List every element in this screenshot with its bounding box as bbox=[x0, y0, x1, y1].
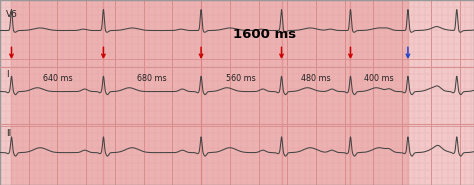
Text: 560 ms: 560 ms bbox=[227, 74, 256, 83]
Text: 1600 ms: 1600 ms bbox=[234, 28, 297, 41]
Text: 640 ms: 640 ms bbox=[43, 74, 72, 83]
Bar bbox=[103, 0, 201, 185]
Text: 680 ms: 680 ms bbox=[137, 74, 167, 83]
Bar bbox=[11, 0, 103, 185]
Text: 480 ms: 480 ms bbox=[301, 74, 331, 83]
Text: I: I bbox=[6, 70, 9, 79]
Text: II: II bbox=[6, 130, 11, 139]
Text: 400 ms: 400 ms bbox=[365, 74, 394, 83]
Bar bbox=[350, 0, 408, 185]
Bar bbox=[282, 0, 350, 185]
Bar bbox=[201, 0, 282, 185]
Text: V6: V6 bbox=[6, 10, 18, 19]
